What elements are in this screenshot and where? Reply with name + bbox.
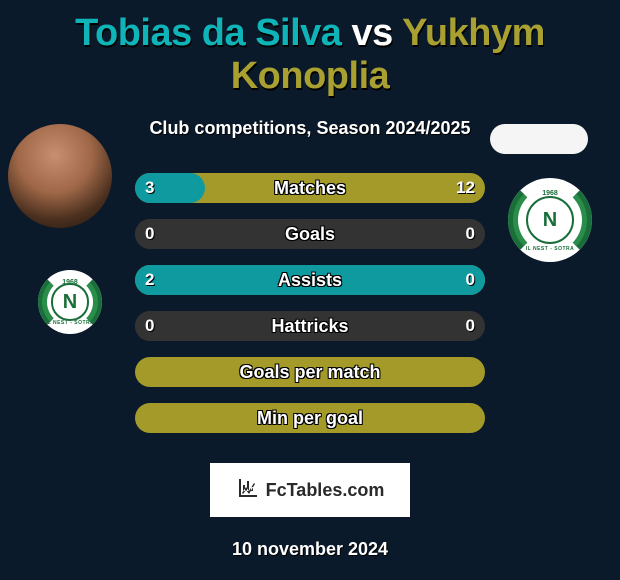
- stat-bar-label: Matches: [274, 178, 346, 199]
- stat-bar-right-value: 12: [456, 173, 475, 203]
- badge-club-text: IL NEST - SOTRA: [46, 320, 95, 326]
- brand-badge: FcTables.com: [210, 463, 410, 517]
- stat-bar-left-fill: [135, 219, 310, 249]
- badge-club-text: IL NEST - SOTRA: [526, 246, 575, 252]
- stat-bar-right-value: 0: [466, 311, 475, 341]
- stat-bar-label: Goals per match: [239, 362, 380, 383]
- stat-bar-right-value: 0: [466, 219, 475, 249]
- date-label: 10 november 2024: [0, 539, 620, 560]
- stat-bar: Hattricks 0 0: [135, 311, 485, 341]
- chart-icon: [236, 476, 260, 505]
- page-title: Tobias da Silva vs Yukhym Konoplia: [0, 0, 620, 98]
- stat-bar-left-value: 3: [145, 173, 154, 203]
- player2-club-badge: 1968 N IL NEST - SOTRA: [508, 178, 592, 262]
- stat-bar: Matches 3 12: [135, 173, 485, 203]
- badge-letter: N: [63, 292, 77, 312]
- player1-avatar: [8, 124, 112, 228]
- stat-bar-left-value: 0: [145, 311, 154, 341]
- stat-bar: Min per goal: [135, 403, 485, 433]
- stat-bar-left-value: 0: [145, 219, 154, 249]
- stat-bar-right-value: 0: [466, 265, 475, 295]
- stat-bar-label: Assists: [278, 270, 342, 291]
- stat-bar-left-value: 2: [145, 265, 154, 295]
- player1-name: Tobias da Silva: [75, 12, 341, 54]
- brand-text: FcTables.com: [266, 480, 385, 501]
- stat-bar: Goals 0 0: [135, 219, 485, 249]
- stat-bar: Assists 2 0: [135, 265, 485, 295]
- stat-bar-label: Hattricks: [271, 316, 348, 337]
- player2-avatar-placeholder: [490, 124, 588, 154]
- stat-bar-label: Goals: [285, 224, 335, 245]
- stat-bar-label: Min per goal: [257, 408, 363, 429]
- player1-club-badge: 1968 N IL NEST - SOTRA: [38, 270, 102, 334]
- stat-bar: Goals per match: [135, 357, 485, 387]
- vs-label: vs: [352, 12, 393, 54]
- badge-letter: N: [543, 210, 557, 230]
